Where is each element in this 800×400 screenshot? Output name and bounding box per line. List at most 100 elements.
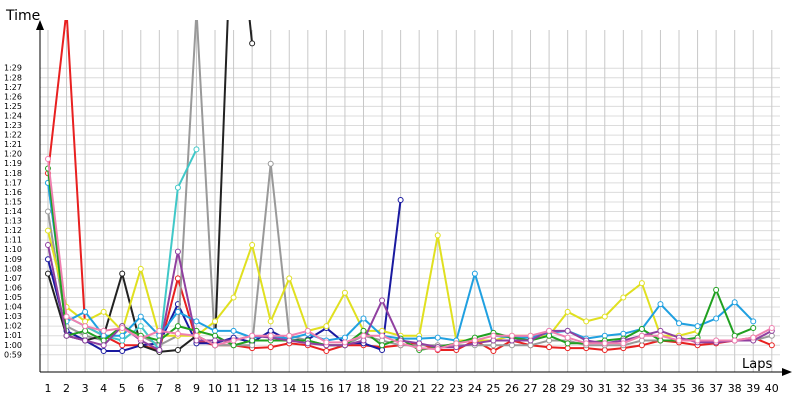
data-point xyxy=(100,308,107,315)
data-point xyxy=(490,332,497,339)
x-tick-label: 35 xyxy=(672,382,686,395)
x-axis-title: Laps xyxy=(742,357,772,372)
data-point xyxy=(379,327,386,334)
y-tick-label: 1:15 xyxy=(4,197,22,206)
data-point xyxy=(601,332,608,339)
data-point xyxy=(546,344,553,351)
data-point xyxy=(471,270,478,277)
data-point xyxy=(768,332,775,339)
y-tick-label: 1:24 xyxy=(4,111,22,120)
data-point xyxy=(286,337,293,344)
data-point xyxy=(750,325,757,332)
data-point xyxy=(63,313,70,320)
data-point xyxy=(44,270,51,277)
data-point xyxy=(174,308,181,315)
x-tick-label: 1 xyxy=(44,382,51,395)
data-point xyxy=(119,337,126,344)
y-tick-label: 1:29 xyxy=(4,64,22,73)
x-tick-label: 15 xyxy=(301,382,315,395)
data-point xyxy=(156,327,163,334)
data-point xyxy=(194,8,199,13)
data-point xyxy=(694,337,701,344)
data-point xyxy=(174,275,181,282)
data-point xyxy=(230,342,237,349)
data-point xyxy=(64,8,69,13)
x-tick-label: 2 xyxy=(63,382,70,395)
data-point xyxy=(360,327,367,334)
x-tick-label: 16 xyxy=(319,382,333,395)
x-tick-label: 19 xyxy=(375,382,389,395)
y-tick-label: 1:16 xyxy=(4,188,22,197)
data-point xyxy=(620,340,627,347)
y-tick-label: 1:08 xyxy=(4,264,22,273)
data-point xyxy=(601,340,608,347)
y-tick-label: 1:22 xyxy=(4,131,22,140)
data-point xyxy=(286,332,293,339)
data-point xyxy=(379,342,386,349)
data-point xyxy=(174,347,181,354)
y-tick-label: 1:26 xyxy=(4,92,22,101)
y-tick-label: 1:20 xyxy=(4,150,22,159)
grid xyxy=(40,30,780,372)
data-point xyxy=(620,294,627,301)
data-point xyxy=(249,342,256,349)
data-point xyxy=(137,313,144,320)
data-point xyxy=(694,323,701,330)
data-point xyxy=(657,301,664,308)
data-point xyxy=(212,327,219,334)
data-point xyxy=(193,337,200,344)
data-point xyxy=(360,315,367,322)
x-tick-label: 21 xyxy=(412,382,426,395)
data-point xyxy=(174,323,181,330)
y-tick-label: 1:25 xyxy=(4,102,22,111)
y-tick-label: 1:18 xyxy=(4,169,22,178)
data-point xyxy=(249,337,256,344)
y-tick-label: 1:00 xyxy=(4,341,22,350)
y-tick-label: 1:14 xyxy=(4,207,22,216)
x-tick-label: 6 xyxy=(137,382,144,395)
data-point xyxy=(768,325,775,332)
data-point xyxy=(638,280,645,287)
data-point xyxy=(360,332,367,339)
x-tick-label: 30 xyxy=(579,382,593,395)
data-point xyxy=(508,337,515,344)
data-point xyxy=(564,334,571,341)
x-tick-label: 27 xyxy=(524,382,538,395)
y-tick-label: 1:12 xyxy=(4,226,22,235)
y-tick-label: 1:09 xyxy=(4,255,22,264)
y-tick-label: 1:23 xyxy=(4,121,22,130)
x-tick-label: 29 xyxy=(561,382,575,395)
x-tick-label: 25 xyxy=(486,382,500,395)
y-tick-label: 1:28 xyxy=(4,73,22,82)
data-point xyxy=(100,342,107,349)
series-line xyxy=(47,20,773,347)
data-point xyxy=(212,318,219,325)
data-point xyxy=(731,299,738,306)
data-point xyxy=(471,337,478,344)
data-point xyxy=(323,323,330,330)
data-point xyxy=(267,332,274,339)
data-point xyxy=(527,337,534,344)
data-point xyxy=(267,160,274,167)
data-point xyxy=(212,342,219,349)
x-tick-label: 13 xyxy=(264,382,278,395)
y-tick-label: 1:02 xyxy=(4,322,22,331)
data-point xyxy=(750,334,757,341)
data-point xyxy=(341,289,348,296)
y-axis-arrow xyxy=(36,20,44,30)
data-point xyxy=(416,340,423,347)
data-point xyxy=(341,339,348,346)
x-tick-label: 22 xyxy=(431,382,445,395)
x-tick-label: 34 xyxy=(653,382,667,395)
data-point xyxy=(249,241,256,248)
data-point xyxy=(490,342,497,349)
x-tick-label: 18 xyxy=(356,382,370,395)
data-point xyxy=(82,318,89,325)
data-point xyxy=(44,208,51,215)
data-point xyxy=(434,334,441,341)
y-tick-label: 1:06 xyxy=(4,283,22,292)
x-tick-label: 38 xyxy=(728,382,742,395)
data-point xyxy=(676,320,683,327)
data-point xyxy=(119,332,126,339)
data-point xyxy=(137,342,144,349)
